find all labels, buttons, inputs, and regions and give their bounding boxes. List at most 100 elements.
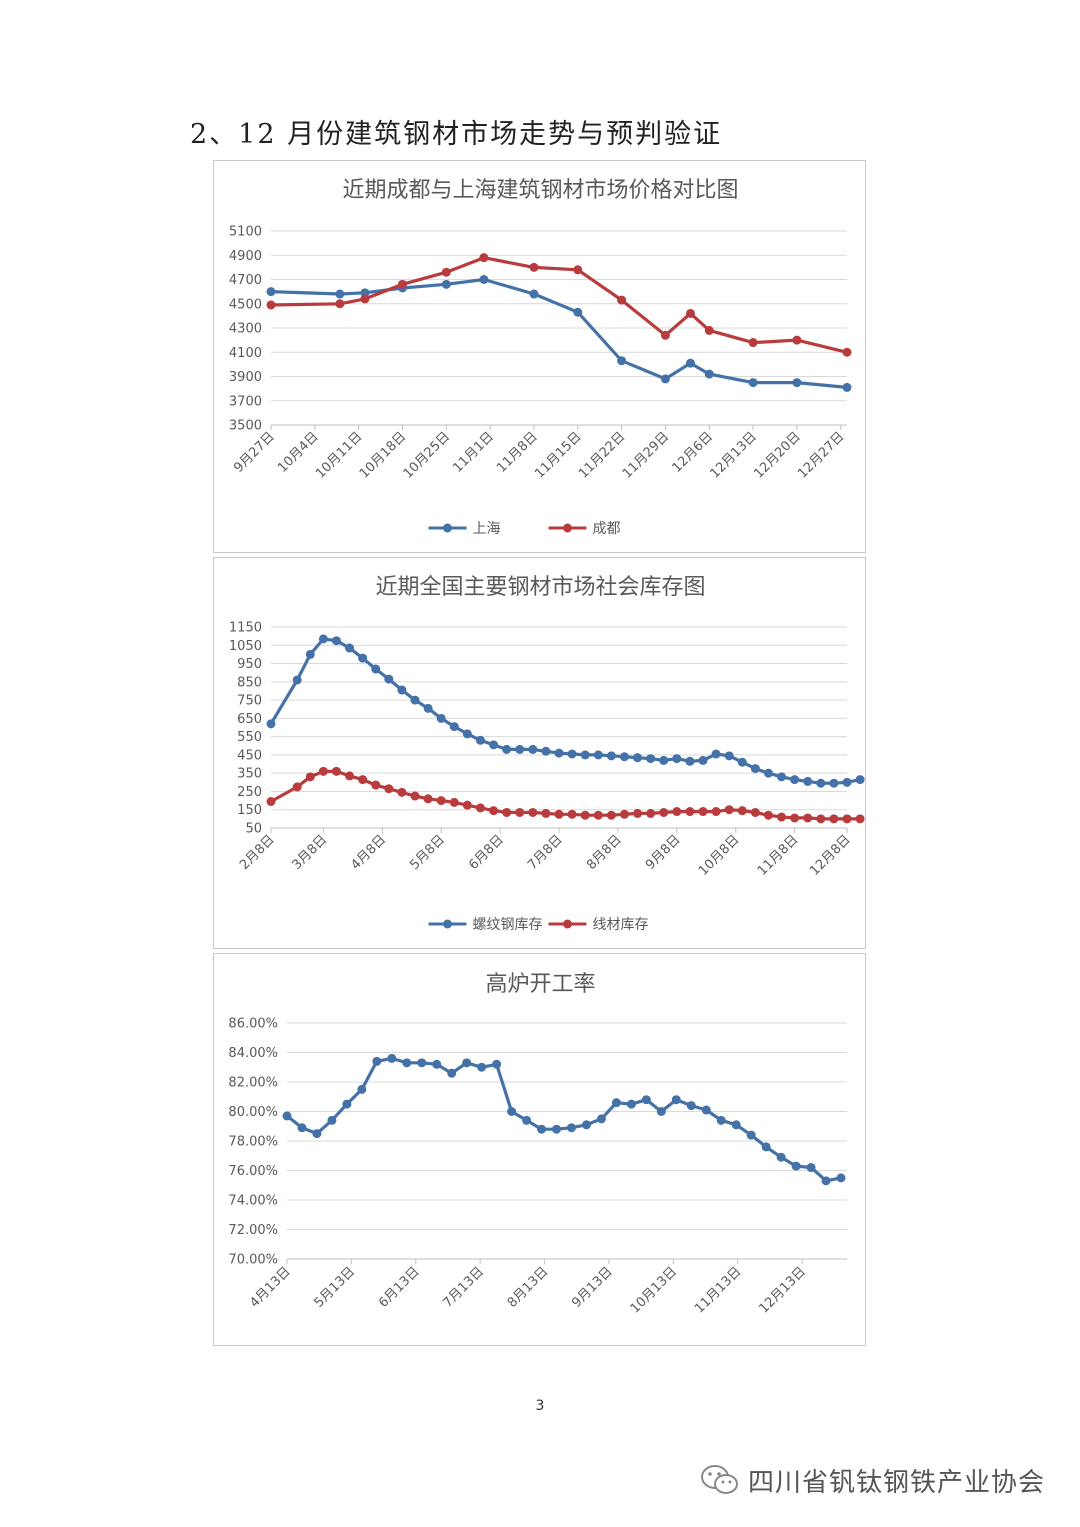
data-point [836, 1173, 846, 1183]
y-tick-label: 3900 [229, 370, 262, 385]
x-tick-label: 11月22日 [576, 429, 628, 481]
data-point [646, 808, 656, 818]
y-tick-label: 80.00% [228, 1105, 278, 1120]
data-point [806, 1163, 816, 1173]
legend-marker [443, 919, 452, 929]
y-tick-label: 250 [237, 785, 262, 800]
data-point [449, 797, 459, 807]
data-point [384, 674, 394, 684]
legend-label: 螺纹钢库存 [473, 917, 543, 933]
y-tick-label: 4100 [229, 346, 262, 361]
data-point [402, 1058, 412, 1068]
data-point [803, 813, 813, 823]
x-tick-label: 6月8日 [466, 832, 507, 873]
x-tick-label: 12月27日 [795, 429, 847, 481]
data-point [746, 1130, 756, 1140]
data-point [462, 729, 472, 739]
data-point [659, 755, 669, 765]
data-point [626, 1099, 636, 1109]
data-point [331, 636, 341, 646]
data-point [573, 307, 583, 317]
data-point [790, 775, 800, 785]
data-point [724, 751, 734, 761]
data-point [432, 1059, 442, 1069]
footer-brand: 四川省钒钛钢铁产业协会 [700, 1460, 1045, 1500]
data-point [515, 807, 525, 817]
data-point [345, 771, 355, 781]
data-point [397, 685, 407, 695]
data-point [656, 1107, 666, 1116]
data-point [266, 797, 276, 807]
y-tick-label: 450 [237, 748, 262, 763]
data-point [387, 1053, 397, 1063]
data-point [763, 810, 773, 820]
x-tick-label: 9月27日 [231, 429, 278, 476]
data-point [479, 275, 489, 284]
data-point [617, 356, 627, 366]
y-tick-label: 70.00% [228, 1253, 278, 1268]
data-point [297, 1123, 307, 1133]
y-tick-label: 72.00% [228, 1223, 278, 1238]
data-point [750, 764, 760, 774]
x-tick-label: 4月8日 [348, 832, 389, 873]
data-point [641, 1095, 651, 1105]
x-tick-label: 11月13日 [692, 1264, 744, 1316]
data-point [371, 780, 381, 790]
data-point [282, 1111, 292, 1121]
data-point [423, 703, 433, 713]
data-point [502, 807, 512, 817]
data-point [842, 814, 852, 824]
data-point [660, 374, 670, 384]
data-point [410, 791, 420, 801]
legend-marker [563, 523, 572, 533]
data-point [529, 262, 539, 272]
x-tick-label: 10月11日 [313, 429, 365, 481]
y-tick-label: 550 [237, 730, 262, 745]
data-point [423, 794, 433, 804]
data-point [492, 1059, 502, 1069]
data-point [541, 746, 551, 756]
data-point [477, 1062, 487, 1072]
x-tick-label: 9月13日 [569, 1264, 616, 1311]
data-point [790, 813, 800, 823]
data-point [711, 807, 721, 817]
data-point [397, 279, 407, 289]
chart-title: 近期成都与上海建筑钢材市场价格对比图 [342, 178, 738, 203]
x-tick-label: 3月8日 [290, 832, 331, 873]
blast-furnace-chart-panel: 高炉开工率 70.00% 72.00% 74.00% 76.00% 78.00% 80.00… [213, 953, 866, 1346]
data-point [698, 807, 708, 817]
y-tick-label: 84.00% [228, 1046, 278, 1061]
y-tick-label: 650 [237, 712, 262, 727]
data-point [731, 1120, 741, 1130]
x-tick-label: 12月8日 [807, 832, 854, 879]
data-point [750, 807, 760, 817]
data-point [701, 1105, 711, 1115]
x-tick-label: 8月8日 [584, 832, 625, 873]
data-point [522, 1115, 532, 1125]
data-point [552, 1124, 562, 1134]
data-point [606, 751, 616, 761]
data-point [704, 325, 714, 335]
data-point [659, 807, 669, 817]
x-tick-label: 8月13日 [505, 1264, 552, 1311]
y-tick-label: 4900 [229, 249, 262, 264]
data-point [619, 752, 629, 762]
data-point [266, 287, 276, 297]
series-line [269, 277, 849, 389]
data-point [829, 814, 839, 824]
x-tick-label: 5月8日 [407, 832, 448, 873]
data-point [436, 796, 446, 806]
data-point [345, 643, 355, 653]
data-point [266, 300, 276, 310]
data-point [803, 776, 813, 786]
data-point [580, 810, 590, 820]
footer-text: 四川省钒钛钢铁产业协会 [748, 1467, 1046, 1498]
data-point [593, 810, 603, 820]
data-point [475, 735, 485, 745]
data-point [479, 253, 489, 263]
data-point [566, 1123, 576, 1133]
data-point [447, 1068, 457, 1078]
data-point [462, 1058, 472, 1068]
data-point [685, 358, 695, 368]
section-heading: 2、12 月份建筑钢材市场走势与预判验证 [190, 119, 723, 150]
